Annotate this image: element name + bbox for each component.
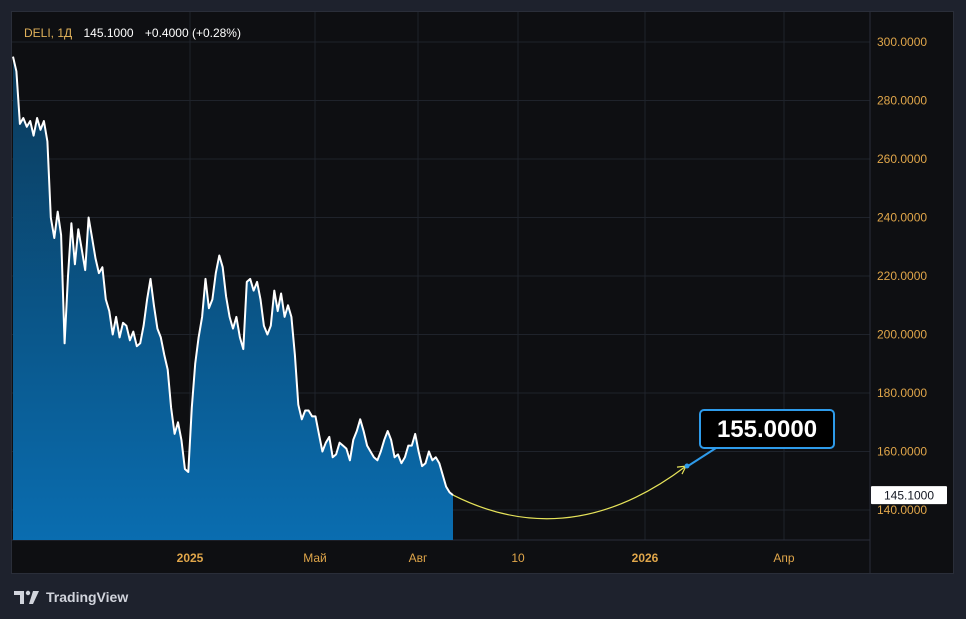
y-tick-label: 140.0000 (877, 503, 927, 517)
tradingview-logo-icon (14, 590, 39, 604)
forecast-curve[interactable] (452, 465, 687, 520)
y-tick-label: 300.0000 (877, 35, 927, 49)
price-area-fill (13, 56, 453, 540)
target-callout-text: 155.0000 (717, 416, 817, 443)
x-tick-label: Апр (773, 551, 795, 565)
current-price-tag (871, 486, 947, 505)
x-tick-label: 10 (511, 551, 525, 565)
x-axis[interactable]: 2025 Май Авг 10 2026 Апр (177, 551, 795, 565)
x-tick-label: Авг (409, 551, 428, 565)
x-tick-label: 2026 (632, 551, 659, 565)
last-price: 145.1000 (83, 26, 134, 40)
current-price-tag-text: 145.1000 (884, 489, 934, 503)
y-tick-label: 200.0000 (877, 328, 927, 342)
y-tick-label: 180.0000 (877, 386, 927, 400)
y-axis[interactable]: 300.0000 280.0000 260.0000 240.0000 220.0000… (877, 35, 927, 517)
x-tick-label: 2025 (177, 551, 204, 565)
y-tick-label: 160.0000 (877, 445, 927, 459)
tradingview-logo-text: TradingView (46, 589, 129, 605)
symbol-interval[interactable]: DELI, 1Д (24, 26, 73, 40)
x-tick-label: Май (303, 551, 327, 565)
y-tick-label: 240.0000 (877, 211, 927, 225)
tradingview-logo[interactable]: TradingView (14, 589, 128, 605)
chart-legend: DELI, 1Д 145.1000 +0.4000 (+0.28%) (24, 26, 241, 40)
price-line[interactable] (12, 56, 454, 496)
target-callout-box[interactable] (699, 409, 835, 449)
y-tick-label: 280.0000 (877, 94, 927, 108)
callout-pointer (687, 447, 717, 467)
price-change: +0.4000 (+0.28%) (144, 26, 241, 40)
callout-anchor-dot (684, 463, 690, 469)
y-tick-label: 260.0000 (877, 152, 927, 166)
y-tick-label: 220.0000 (877, 269, 927, 283)
